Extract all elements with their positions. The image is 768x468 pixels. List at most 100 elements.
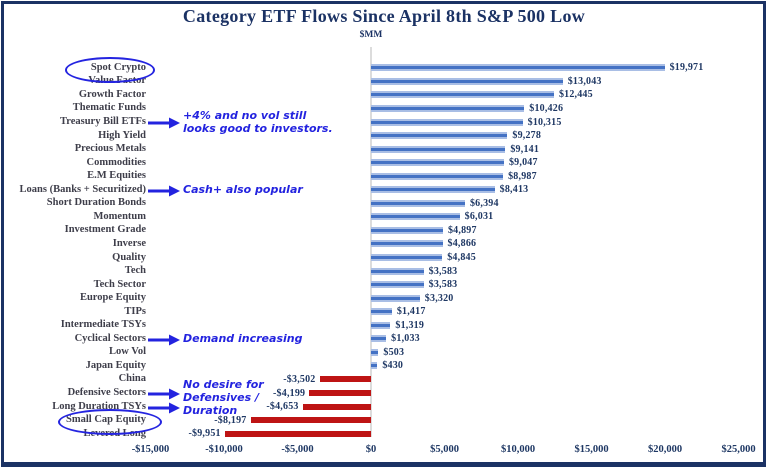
- x-axis-tick-label: $10,000: [500, 444, 536, 455]
- value-label: -$8,197: [214, 414, 247, 426]
- category-label: Long Duration TSYs: [52, 400, 146, 412]
- category-label: Investment Grade: [64, 224, 146, 236]
- value-label: $10,315: [527, 116, 562, 128]
- category-label: Commodities: [86, 156, 147, 168]
- x-axis-tick-label: $25,000: [721, 444, 756, 455]
- positive-bar: [371, 186, 495, 194]
- positive-bar: [371, 132, 508, 140]
- callout-arrow-icon: [148, 387, 180, 405]
- positive-bar: [371, 281, 424, 289]
- category-label: Momentum: [93, 210, 147, 222]
- positive-bar: [371, 321, 391, 329]
- value-label: $4,866: [447, 238, 477, 250]
- value-label: $3,583: [428, 279, 458, 291]
- value-label: $13,043: [567, 75, 602, 87]
- callout-arrow-icon: [148, 401, 180, 419]
- positive-bar: [371, 308, 392, 316]
- category-label: Treasury Bill ETFs: [60, 116, 146, 127]
- category-label: Low Vol: [108, 346, 146, 358]
- value-label: $430: [382, 360, 404, 372]
- value-label: $3,320: [424, 292, 454, 304]
- positive-bar: [371, 226, 443, 234]
- positive-bar: [371, 118, 523, 126]
- negative-bar: [319, 376, 371, 383]
- category-label: Europe Equity: [79, 292, 146, 304]
- value-label: $6,394: [469, 197, 499, 209]
- callout-arrow-icon: [148, 184, 180, 202]
- value-label: -$4,653: [266, 401, 299, 413]
- positive-bar: [371, 172, 504, 180]
- positive-bar: [371, 267, 424, 275]
- positive-bar: [371, 199, 465, 207]
- value-label: -$9,951: [188, 428, 221, 440]
- highlight-ellipse: [64, 56, 156, 83]
- category-label: E.M Equities: [87, 170, 146, 182]
- positive-bar: [371, 362, 378, 370]
- value-label: -$3,502: [283, 373, 316, 385]
- category-label: Cyclical Sectors: [74, 332, 146, 344]
- positive-bar: [371, 91, 554, 99]
- value-label: $503: [383, 346, 405, 358]
- x-axis-tick-label: $5,000: [430, 444, 459, 455]
- value-label: $19,971: [669, 62, 704, 74]
- category-label: High Yield: [98, 129, 146, 141]
- x-axis-tick-label: $20,000: [647, 444, 683, 455]
- callout-arrow-icon: [148, 116, 180, 134]
- positive-bar: [371, 240, 443, 248]
- value-label: $9,141: [510, 143, 540, 155]
- x-axis-tick-label: -$15,000: [131, 444, 170, 455]
- category-label: Tech: [124, 265, 146, 277]
- category-label: Thematic Funds: [72, 102, 146, 114]
- negative-bar: [250, 417, 371, 424]
- positive-bar: [371, 104, 525, 112]
- positive-bar: [371, 77, 563, 85]
- value-label: -$4,199: [273, 387, 306, 399]
- negative-bar: [302, 403, 371, 410]
- x-axis-tick-label: -$10,000: [205, 444, 243, 455]
- positive-bar: [371, 335, 387, 343]
- category-label: TIPs: [124, 305, 146, 317]
- value-label: $1,033: [391, 333, 420, 345]
- value-label: $9,047: [508, 157, 538, 169]
- negative-bar: [224, 430, 371, 437]
- value-label: $1,319: [395, 319, 425, 331]
- annotation-line: looks good to investors.: [183, 122, 333, 135]
- value-label: $8,987: [508, 170, 537, 182]
- x-axis-tick-label: $0: [365, 444, 377, 455]
- category-label: Defensive Sectors: [67, 387, 146, 398]
- annotation-line: No desire for: [183, 377, 264, 391]
- x-axis-tick-label: -$5,000: [281, 444, 314, 455]
- positive-bar: [371, 348, 379, 356]
- value-label: $12,445: [558, 89, 593, 101]
- category-label: Precious Metals: [74, 143, 146, 155]
- annotation-line: Defensives /: [183, 390, 260, 404]
- axis-units-label: $MM: [359, 30, 383, 40]
- annotation-note: +4% and no vol still looks good to invest…: [183, 109, 333, 135]
- positive-bar: [371, 294, 420, 302]
- category-label: Quality: [112, 251, 146, 263]
- category-label: Inverse: [112, 237, 146, 249]
- x-axis-tick-label: $15,000: [574, 444, 609, 455]
- value-label: $3,583: [428, 265, 458, 277]
- positive-bar: [371, 145, 506, 153]
- annotation-note: Demand increasing: [183, 332, 302, 345]
- annotation-line: Duration: [183, 403, 238, 417]
- category-label: Japan Equity: [85, 359, 146, 371]
- annotation-line: Cash+ also popular: [183, 183, 303, 197]
- value-label: $1,417: [396, 306, 426, 318]
- positive-bar: [371, 213, 460, 221]
- value-label: $9,278: [512, 130, 542, 142]
- value-label: $10,426: [529, 102, 564, 114]
- value-label: $4,845: [447, 252, 476, 263]
- category-label: Short Duration Bonds: [46, 197, 146, 209]
- category-label: Intermediate TSYs: [60, 319, 146, 331]
- annotation-line: Demand increasing: [183, 332, 303, 346]
- category-label: Growth Factor: [78, 88, 146, 100]
- positive-bar: [371, 159, 504, 167]
- value-label: $4,897: [447, 224, 477, 236]
- value-label: $8,413: [499, 184, 529, 196]
- annotation-note: Cash+ also popular: [183, 183, 303, 196]
- annotation-line: +4% and no vol still: [183, 109, 307, 122]
- callout-arrow-icon: [148, 333, 180, 351]
